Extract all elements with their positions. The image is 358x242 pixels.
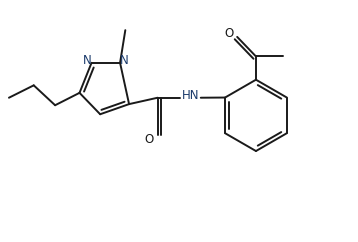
Text: O: O bbox=[224, 27, 233, 40]
Text: N: N bbox=[120, 54, 129, 68]
Text: HN: HN bbox=[182, 89, 199, 102]
Text: O: O bbox=[145, 133, 154, 146]
Text: N: N bbox=[83, 54, 91, 68]
